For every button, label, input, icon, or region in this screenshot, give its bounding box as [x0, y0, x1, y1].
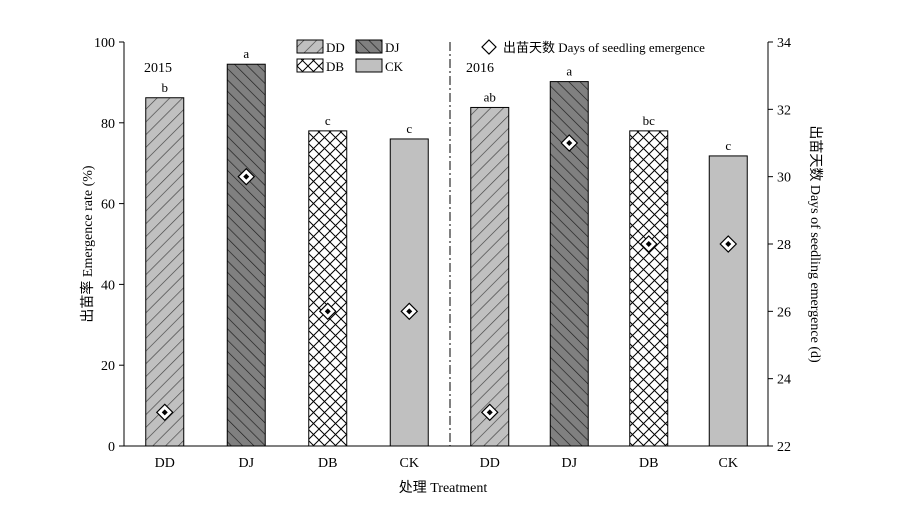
- left-y-tick-label: 40: [101, 278, 115, 293]
- left-y-axis-label: 出苗率 Emergence rate (%): [79, 165, 96, 323]
- markers-layer: [155, 134, 738, 422]
- x-tick-label: DB: [639, 456, 658, 471]
- legend: DD DJ DB CK 出苗天数 Days of seedling emergence: [296, 39, 705, 74]
- days-marker-center-dot: [161, 409, 168, 416]
- legend-label-ck: CK: [385, 59, 404, 74]
- year-label: 2015: [144, 61, 172, 76]
- left-y-tick-label: 20: [101, 359, 115, 374]
- significance-label: a: [566, 64, 572, 79]
- legend-swatch-dd: [296, 39, 324, 54]
- significance-label: c: [325, 113, 331, 128]
- x-tick-label: DJ: [561, 456, 577, 471]
- left-y-tick-label: 60: [101, 198, 115, 213]
- days-marker-center-dot: [406, 308, 413, 315]
- bar-2015-dd: [145, 97, 185, 447]
- days-marker-center-dot: [486, 409, 493, 416]
- significance-label: b: [162, 80, 169, 95]
- bars-layer: 2015 b a c c 2016 ab a bc c: [144, 46, 748, 447]
- right-y-tick-label: 34: [777, 36, 791, 51]
- right-y-tick-label: 22: [777, 440, 791, 455]
- days-marker-center-dot: [243, 173, 250, 180]
- right-y-tick-label: 32: [777, 103, 791, 118]
- left-y-ticks: 0 20 40 60 80 100: [94, 36, 124, 455]
- right-y-tick-label: 24: [777, 373, 791, 388]
- bar-2015-ck: [389, 138, 429, 447]
- legend-swatch-db: [296, 58, 324, 73]
- significance-label: ab: [484, 89, 496, 104]
- right-y-tick-label: 30: [777, 171, 791, 186]
- plot-frame: [123, 42, 769, 447]
- x-tick-label: DD: [155, 456, 175, 471]
- significance-label: bc: [643, 113, 656, 128]
- right-y-tick-label: 28: [777, 238, 791, 253]
- x-tick-label: CK: [400, 456, 419, 471]
- legend-marker-icon: [481, 39, 497, 55]
- legend-label-dj: DJ: [385, 40, 399, 55]
- x-tick-labels: DD DJ DB CK DD DJ DB CK: [155, 456, 738, 471]
- significance-label: c: [406, 121, 412, 136]
- year-label: 2016: [466, 61, 494, 76]
- legend-swatch-dj: [355, 39, 383, 54]
- bar-2015-dj: [226, 63, 266, 447]
- bar-2016-dd: [470, 106, 510, 447]
- left-y-tick-label: 0: [108, 440, 115, 455]
- significance-label: c: [725, 138, 731, 153]
- bar-2015-db: [308, 130, 348, 447]
- days-marker-center-dot: [645, 241, 652, 247]
- days-marker-center-dot: [566, 140, 573, 146]
- x-tick-label: DB: [318, 456, 337, 471]
- x-axis-label: 处理 Treatment: [399, 480, 488, 496]
- bar-2016-db: [629, 130, 669, 447]
- right-y-axis-label: 出苗天数 Days of seedling emergence (d): [807, 125, 823, 363]
- left-y-tick-label: 100: [94, 36, 115, 51]
- left-y-tick-label: 80: [101, 117, 115, 132]
- x-tick-label: DD: [480, 456, 500, 471]
- x-tick-label: DJ: [238, 456, 254, 471]
- days-marker-center-dot: [725, 241, 732, 247]
- legend-marker-label: 出苗天数 Days of seedling emergence: [503, 40, 705, 55]
- x-tick-label: CK: [719, 456, 738, 471]
- right-y-ticks: 22 24 26 28 30 32 34: [768, 36, 791, 455]
- days-marker-center-dot: [324, 308, 331, 315]
- right-y-tick-label: 26: [777, 305, 791, 320]
- legend-swatch-ck: [355, 58, 383, 73]
- legend-label-dd: DD: [326, 40, 345, 55]
- significance-label: a: [243, 46, 249, 61]
- bar-2016-ck: [708, 155, 748, 447]
- legend-label-db: DB: [326, 59, 344, 74]
